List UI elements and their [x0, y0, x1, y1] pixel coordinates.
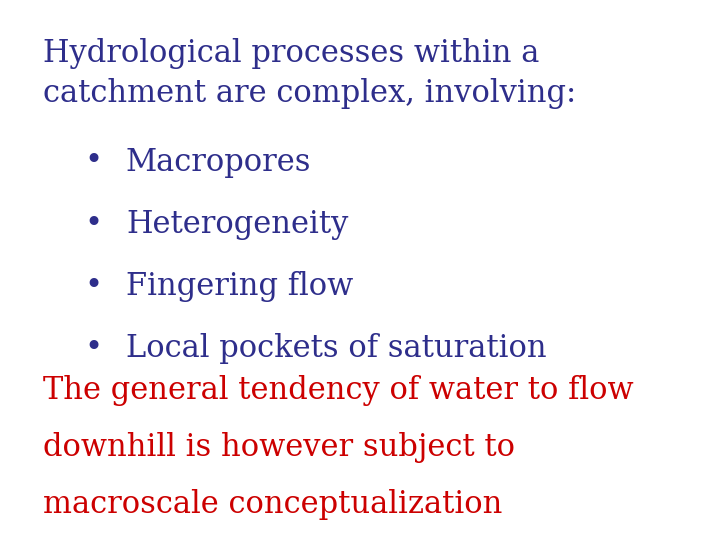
Text: Local pockets of saturation: Local pockets of saturation: [126, 333, 546, 364]
Text: •: •: [84, 208, 103, 240]
Text: Heterogeneity: Heterogeneity: [126, 208, 348, 240]
Text: Hydrological processes within a
catchment are complex, involving:: Hydrological processes within a catchmen…: [43, 38, 577, 110]
Text: •: •: [84, 271, 103, 302]
Text: downhill is however subject to: downhill is however subject to: [43, 432, 516, 463]
Text: Macropores: Macropores: [126, 146, 312, 178]
Text: Fingering flow: Fingering flow: [126, 271, 354, 302]
Text: macroscale conceptualization: macroscale conceptualization: [43, 489, 503, 519]
Text: The general tendency of water to flow: The general tendency of water to flow: [43, 375, 634, 406]
Text: •: •: [84, 333, 103, 364]
Text: •: •: [84, 146, 103, 178]
